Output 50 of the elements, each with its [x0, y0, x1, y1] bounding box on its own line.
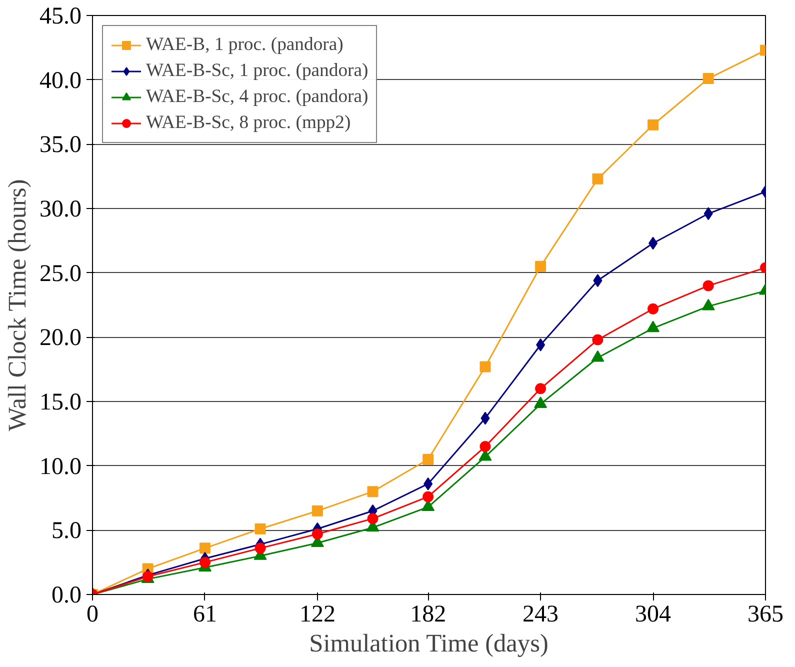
- y-tick-label: 35.0: [40, 132, 82, 158]
- y-tick-label: 45.0: [40, 4, 82, 30]
- legend-label: WAE-B-Sc, 4 proc. (pandora): [146, 86, 368, 108]
- x-tick-label: 182: [410, 602, 446, 628]
- point: [593, 274, 602, 288]
- point: [648, 119, 659, 130]
- x-tick-label: 243: [522, 602, 559, 628]
- legend-label: WAE-B-Sc, 1 proc. (pandora): [146, 60, 368, 82]
- point: [648, 303, 659, 314]
- point: [422, 454, 434, 465]
- point: [480, 361, 491, 372]
- point: [536, 338, 546, 352]
- point: [704, 207, 713, 220]
- point: [312, 528, 323, 540]
- point: [702, 73, 714, 84]
- point: [367, 513, 378, 524]
- point: [480, 412, 490, 425]
- point: [254, 542, 266, 554]
- y-tick-label: 15.0: [40, 390, 82, 416]
- point: [480, 441, 491, 452]
- y-tick-label: 20.0: [40, 325, 82, 352]
- point: [254, 523, 266, 534]
- y-tick-label: 30.0: [40, 196, 82, 222]
- point: [535, 383, 546, 394]
- y-axis-title: Wall Clock Time (hours): [4, 179, 32, 432]
- x-axis-title: Simulation Time (days): [309, 630, 548, 658]
- x-tick-label: 61: [192, 602, 217, 628]
- point: [199, 556, 210, 568]
- point: [534, 396, 548, 408]
- point: [367, 486, 378, 498]
- y-tick-label: 25.0: [40, 260, 82, 287]
- x-tick-label: 122: [299, 602, 336, 628]
- legend-label: WAE-B, 1 proc. (pandora): [146, 34, 344, 56]
- legend-label: WAE-B-Sc, 8 proc. (mpp2): [146, 112, 351, 134]
- point: [648, 236, 658, 250]
- point: [199, 542, 210, 554]
- y-tick-label: 5.0: [52, 518, 82, 544]
- x-tick-label: 0: [86, 602, 98, 628]
- x-tick-label: 304: [635, 602, 672, 628]
- point: [592, 173, 604, 184]
- y-tick-label: 0.0: [52, 582, 82, 608]
- x-tick-label: 365: [748, 602, 784, 628]
- point: [535, 260, 546, 272]
- point: [702, 280, 714, 292]
- point: [312, 505, 323, 516]
- point: [424, 477, 433, 490]
- point: [592, 334, 604, 346]
- point: [422, 491, 434, 502]
- y-tick-label: 40.0: [40, 68, 82, 94]
- y-tick-label: 10.0: [40, 454, 82, 480]
